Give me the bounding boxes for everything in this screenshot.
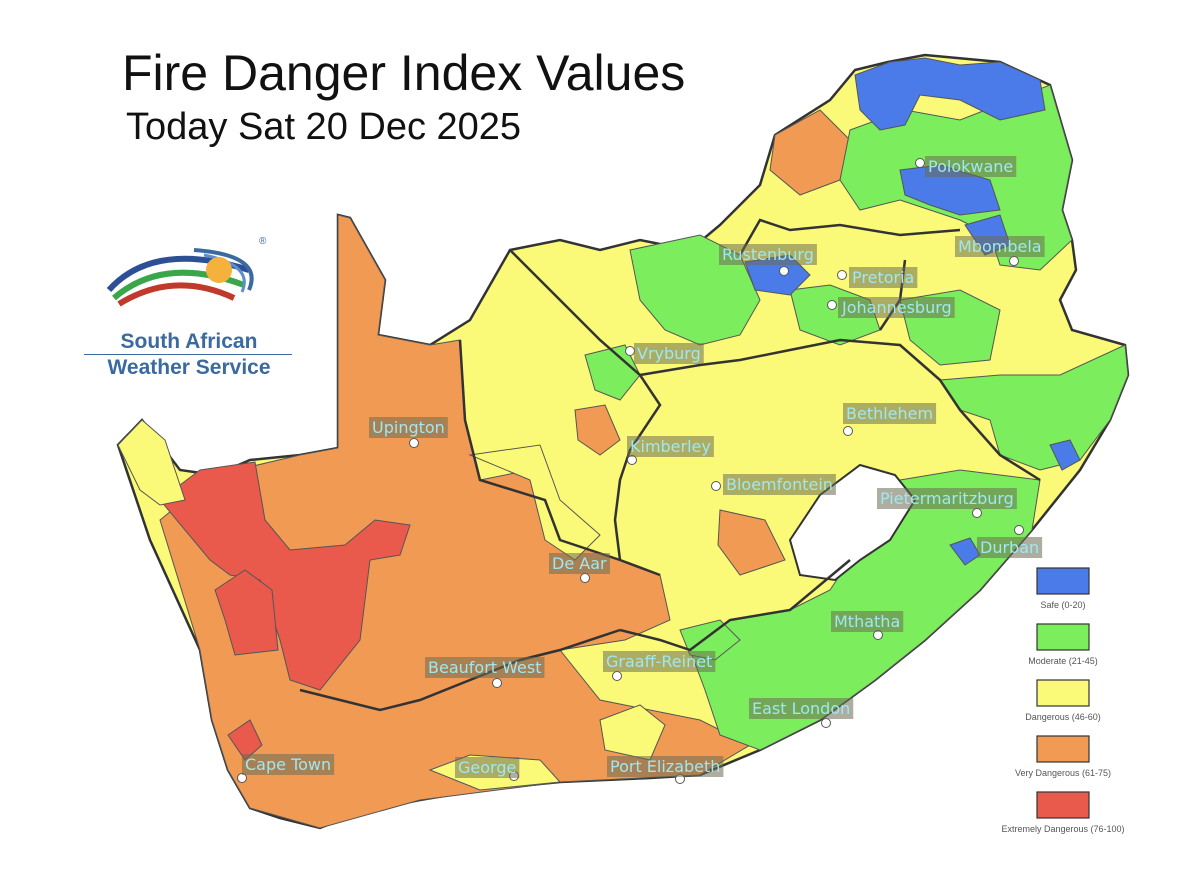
city-label-background <box>549 553 610 574</box>
city-label: Mthatha <box>834 612 900 631</box>
city-marker <box>827 300 837 310</box>
logo-text-line2: Weather Service <box>107 356 271 379</box>
svg-text:®: ® <box>259 236 267 247</box>
city-label-background <box>425 657 545 678</box>
city-label: De Aar <box>552 554 607 573</box>
legend-swatch <box>1036 567 1090 595</box>
region-safe-limpopo-north <box>854 57 1046 131</box>
region-extremely-dangerous-cape <box>227 719 263 761</box>
city-marker <box>409 438 419 448</box>
city-label: Beaufort West <box>428 658 541 677</box>
region-dangerous-karoo <box>468 444 601 561</box>
city-label: Bethlehem <box>846 404 933 423</box>
city-marker <box>625 346 635 356</box>
legend-label: Very Dangerous (61-75) <box>1015 768 1111 778</box>
city-label: Upington <box>372 418 445 437</box>
city-label-background <box>925 156 1017 177</box>
saws-swoosh-icon: ® <box>106 236 267 307</box>
region-dangerous-pe <box>599 704 666 761</box>
city-label: Durban <box>980 538 1039 557</box>
city-label-background <box>723 474 836 495</box>
legend-label: Safe (0-20) <box>1040 600 1085 610</box>
city-label-background <box>977 537 1043 558</box>
city-label: Vryburg <box>637 344 701 363</box>
city-label-background <box>849 267 918 288</box>
city-marker <box>843 426 853 436</box>
city-label: Graaff-Reinet <box>606 652 712 671</box>
city-label: Polokwane <box>928 157 1013 176</box>
city-label-background <box>627 436 714 457</box>
city-marker <box>1014 525 1024 535</box>
city-marker <box>580 573 590 583</box>
region-moderate-kzn-north <box>939 344 1129 471</box>
legend-swatch <box>1036 623 1090 651</box>
legend-label: Dangerous (46-60) <box>1025 712 1101 722</box>
legend-swatch <box>1036 791 1090 819</box>
city-label-background <box>838 297 955 318</box>
city-label-background <box>877 488 1017 509</box>
city-label-background <box>831 611 904 632</box>
legend-label: Extremely Dangerous (76-100) <box>1001 824 1124 834</box>
city-label: George <box>458 758 516 777</box>
province-boundaries <box>299 218 1041 712</box>
legend-swatch <box>1036 735 1090 763</box>
city-label-background <box>455 757 520 778</box>
logo-text-line1: South African <box>120 330 258 353</box>
logo-divider <box>84 354 292 355</box>
city-label-background <box>749 698 854 719</box>
city-label-background <box>634 343 704 364</box>
city-label-background <box>955 236 1045 257</box>
city-label: Cape Town <box>245 755 331 774</box>
city-label-background <box>242 754 335 775</box>
region-safe-kzn <box>1049 439 1081 471</box>
city-label-background <box>603 651 716 672</box>
legend-swatch <box>1036 679 1090 707</box>
city-label-background <box>719 244 817 265</box>
map-title: Fire Danger Index Values <box>122 45 686 101</box>
city-marker <box>612 671 622 681</box>
city-marker <box>711 481 721 491</box>
city-marker <box>779 266 789 276</box>
region-dangerous-northwest-coast <box>117 419 186 506</box>
region-moderate-kzn-coast <box>689 469 1041 751</box>
city-marker <box>821 718 831 728</box>
region-very-dangerous-free-state <box>717 509 786 576</box>
region-moderate-vryburg <box>584 344 641 401</box>
city-marker <box>837 270 847 280</box>
city-label-background <box>843 403 937 424</box>
city-label: Port Elizabeth <box>610 757 720 776</box>
city-label: Mbombela <box>958 237 1042 256</box>
city-label-background <box>369 417 448 438</box>
city-label-background <box>607 756 724 777</box>
region-very-dangerous-central <box>574 404 621 456</box>
city-label: Bloemfontein <box>726 475 833 494</box>
city-label: Rustenburg <box>722 245 814 264</box>
city-label: Pietermaritzburg <box>880 489 1014 508</box>
saws-logo: ® South African Weather Service <box>84 230 304 380</box>
city-label: Johannesburg <box>841 298 952 317</box>
city-label: East London <box>752 699 850 718</box>
city-marker <box>1009 256 1019 266</box>
legend-label: Moderate (21-45) <box>1028 656 1098 666</box>
city-label: Pretoria <box>852 268 914 287</box>
city-marker <box>492 678 502 688</box>
region-extremely-dangerous-cederberg <box>214 569 279 656</box>
city-marker <box>915 158 925 168</box>
map-subtitle: Today Sat 20 Dec 2025 <box>126 106 522 148</box>
city-label: Kimberley <box>630 437 711 456</box>
city-marker <box>972 508 982 518</box>
region-moderate-eastern-cape <box>679 619 741 661</box>
